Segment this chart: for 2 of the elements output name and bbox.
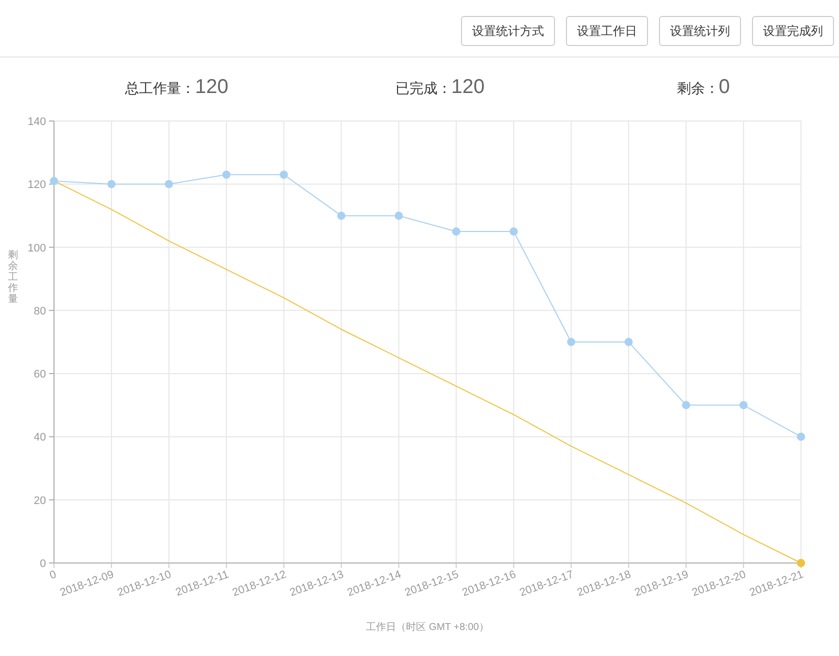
xlabel: 工作日（时区 GMT +8:00）	[366, 622, 489, 633]
ylabel: 剩余工作量	[8, 250, 18, 305]
